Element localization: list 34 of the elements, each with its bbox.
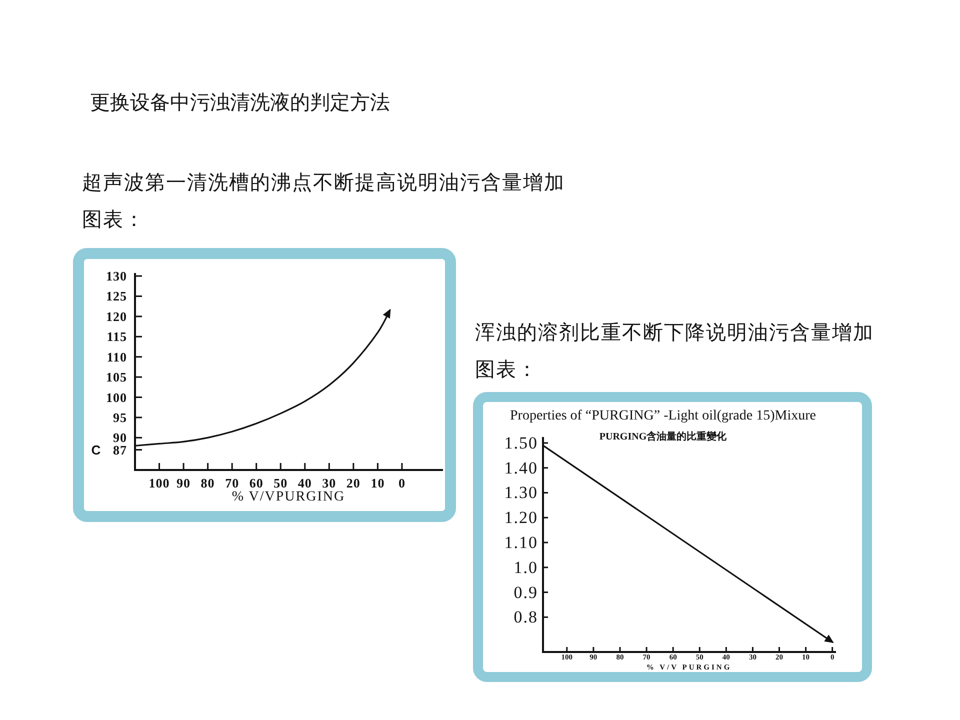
y-tick-label: 0.8 bbox=[514, 608, 538, 627]
y-tick-label: 130 bbox=[106, 268, 127, 284]
text: 更换设备中污浊清洗液的判定方法 bbox=[90, 90, 391, 114]
y-tick-label: 1.0 bbox=[514, 558, 538, 577]
y-tick-label: 1.10 bbox=[504, 533, 538, 552]
y-tick-label: 100 bbox=[106, 390, 127, 405]
chart-title: 超声波第一清洗槽的沸点不断提高说明油污含量增加图表： bbox=[82, 169, 566, 233]
x-tick-label: 0 bbox=[398, 476, 406, 490]
y-tick-label: 1.50 bbox=[504, 433, 538, 452]
y-tick-label: 125 bbox=[106, 288, 127, 304]
x-tick-label: 70 bbox=[225, 476, 240, 490]
y-tick-label: 115 bbox=[106, 329, 127, 344]
y-tick-label: 1.40 bbox=[504, 458, 538, 478]
x-tick-label: 20 bbox=[346, 476, 360, 490]
y-tick-label: 1.20 bbox=[504, 508, 538, 528]
y-tick-label: 0.9 bbox=[514, 582, 538, 602]
x-tick-label: 100 bbox=[148, 476, 170, 490]
y-tick-label: 110 bbox=[106, 349, 127, 364]
x-tick-label: 80 bbox=[200, 476, 215, 490]
y-tick-label: 1.30 bbox=[504, 483, 538, 502]
y-tick-label: 105 bbox=[106, 370, 127, 385]
x-tick-label: 30 bbox=[322, 476, 336, 490]
x-axis-title: % V/VPURGING bbox=[232, 490, 346, 504]
x-tick-label: 90 bbox=[176, 476, 191, 490]
chart-subtitle: PURGING含油量的比重變化 bbox=[599, 430, 728, 442]
x-tick-label: 50 bbox=[274, 476, 288, 490]
x-tick-label: 40 bbox=[298, 476, 312, 490]
y-tick-label: 120 bbox=[106, 308, 127, 324]
x-tick-label: 60 bbox=[249, 476, 264, 490]
y-axis-title: C bbox=[91, 442, 102, 458]
text: 浑浊的溶剂比重不断下降说明油污含量增加图表： bbox=[475, 319, 875, 383]
x-tick-label: 10 bbox=[370, 476, 385, 490]
y-tick-label: 95 bbox=[113, 410, 127, 425]
chart-title: Properties of “PURGING” -Light oil(grade 15)Mixure bbox=[510, 408, 816, 424]
